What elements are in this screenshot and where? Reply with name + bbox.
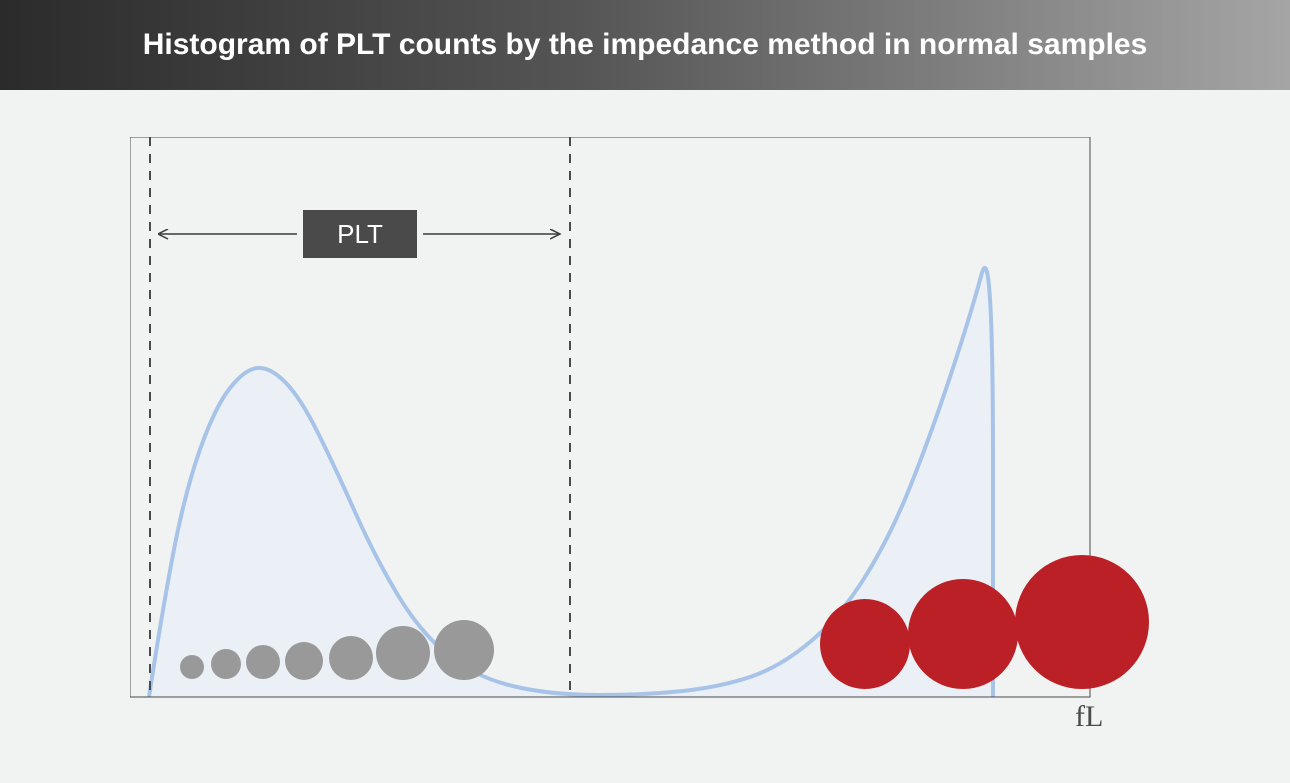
chart-container: PLT fL — [0, 90, 1290, 783]
x-axis-label: fL — [1075, 700, 1103, 734]
histogram-diagram: PLT — [130, 137, 1160, 737]
page-title: Histogram of PLT counts by the impedance… — [143, 28, 1148, 62]
svg-text:PLT: PLT — [337, 219, 383, 249]
header-bar: Histogram of PLT counts by the impedance… — [0, 0, 1290, 90]
